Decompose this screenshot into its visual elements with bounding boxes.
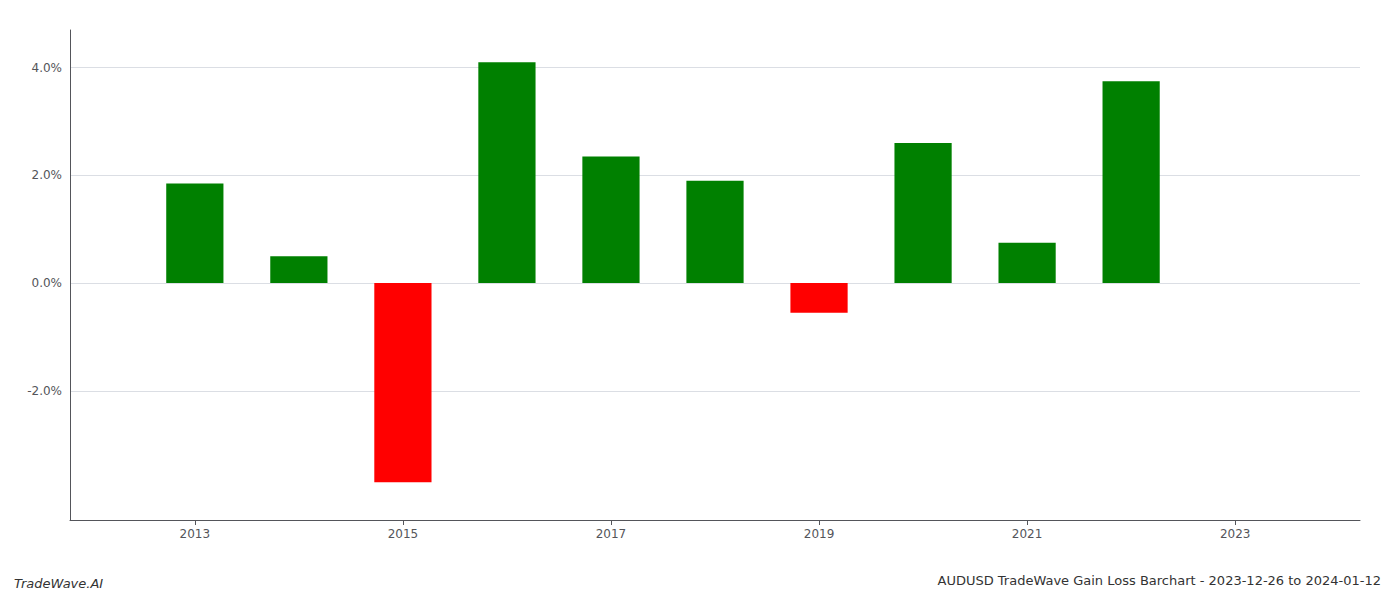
- svg-text:4.0%: 4.0%: [32, 61, 63, 75]
- svg-text:TradeWave.AI: TradeWave.AI: [14, 576, 103, 591]
- svg-text:0.0%: 0.0%: [32, 276, 63, 290]
- svg-text:2023: 2023: [1220, 527, 1251, 541]
- svg-text:2019: 2019: [804, 527, 835, 541]
- svg-text:2.0%: 2.0%: [32, 168, 63, 182]
- svg-text:-2.0%: -2.0%: [27, 384, 62, 398]
- svg-text:2015: 2015: [388, 527, 419, 541]
- svg-text:2017: 2017: [596, 527, 627, 541]
- svg-text:2013: 2013: [180, 527, 211, 541]
- svg-text:2021: 2021: [1012, 527, 1043, 541]
- svg-text:AUDUSD TradeWave Gain Loss Bar: AUDUSD TradeWave Gain Loss Barchart - 20…: [937, 573, 1381, 588]
